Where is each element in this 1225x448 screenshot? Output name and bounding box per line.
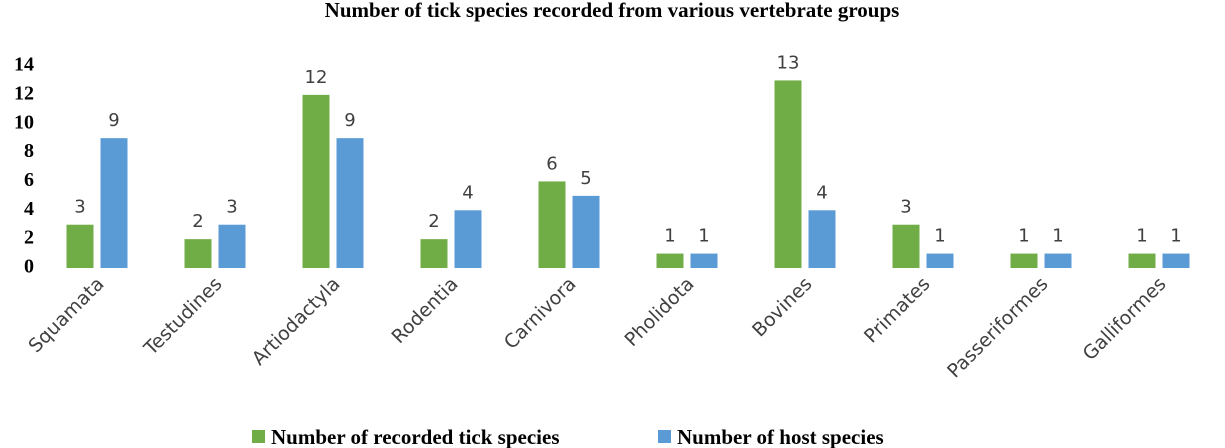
x-tick-label: Rodentia: [387, 273, 462, 348]
x-tick-label: Passeriformes: [943, 273, 1052, 382]
bar: [302, 94, 330, 268]
legend-label: Number of host species: [677, 425, 884, 448]
bar: [656, 253, 684, 268]
y-tick-label: 0: [24, 256, 34, 278]
x-tick-label: Bovines: [748, 273, 816, 341]
x-tick-label: Squamata: [24, 273, 108, 357]
bar: [774, 80, 802, 268]
x-tick-label: Primates: [860, 273, 935, 348]
value-label: 3: [226, 197, 237, 218]
legend-swatch: [658, 430, 671, 443]
value-label: 9: [108, 110, 119, 131]
y-tick-label: 14: [14, 54, 34, 76]
value-label: 1: [664, 226, 675, 247]
y-tick-label: 12: [14, 82, 34, 104]
x-tick-label: Carnivora: [500, 273, 581, 354]
x-tick-label: Galliformes: [1079, 273, 1171, 365]
value-label: 5: [580, 168, 591, 189]
value-label: 12: [305, 67, 328, 88]
bar: [184, 239, 212, 268]
x-tick-label: Testudines: [139, 273, 226, 360]
bar: [454, 210, 482, 268]
value-label: 4: [816, 182, 827, 203]
bar: [1010, 253, 1038, 268]
bar: [1162, 253, 1190, 268]
value-label: 13: [777, 52, 800, 73]
legend-label: Number of recorded tick species: [271, 425, 560, 448]
value-label: 9: [344, 110, 355, 131]
value-label: 3: [900, 197, 911, 218]
bar: [336, 138, 364, 268]
bar: [66, 224, 94, 268]
bar: [892, 224, 920, 268]
value-label: 3: [74, 197, 85, 218]
value-label: 2: [428, 211, 439, 232]
bar: [1128, 253, 1156, 268]
bar: [218, 224, 246, 268]
value-label: 1: [1136, 226, 1147, 247]
x-tick-label: Pholidota: [620, 273, 698, 351]
bar: [690, 253, 718, 268]
y-tick-label: 2: [24, 227, 34, 249]
legend-swatch: [252, 430, 265, 443]
value-label: 1: [698, 226, 709, 247]
bar: [926, 253, 954, 268]
value-label: 1: [1170, 226, 1181, 247]
bar: [420, 239, 448, 268]
x-tick-label: Artiodactyla: [248, 273, 345, 370]
value-label: 1: [1018, 226, 1029, 247]
chart-title: Number of tick species recorded from var…: [325, 0, 900, 22]
value-label: 2: [192, 211, 203, 232]
bar: [100, 138, 128, 268]
value-label: 6: [546, 153, 557, 174]
bar: [1044, 253, 1072, 268]
value-label: 1: [934, 226, 945, 247]
value-label: 1: [1052, 226, 1063, 247]
y-tick-label: 8: [24, 140, 34, 162]
y-tick-label: 10: [14, 111, 34, 133]
value-label: 4: [462, 182, 473, 203]
bar: [808, 210, 836, 268]
y-tick-label: 4: [24, 198, 34, 220]
y-tick-label: 6: [24, 169, 34, 191]
bar: [572, 195, 600, 268]
bar: [538, 181, 566, 268]
